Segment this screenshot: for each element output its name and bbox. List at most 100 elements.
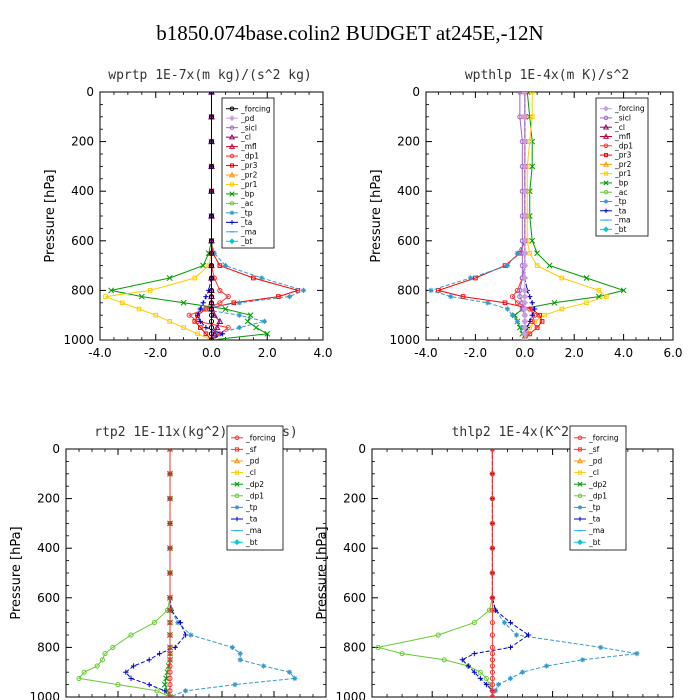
y-tick-label: 600 [37, 591, 60, 605]
data-point-pr1 [181, 325, 186, 330]
legend-marker [234, 539, 240, 546]
legend-marker [229, 163, 235, 168]
legend-marker [233, 457, 241, 464]
y-axis-label: Pressure [hPa] [369, 169, 384, 262]
legend-entry: _pr2 [614, 160, 632, 169]
data-point-ta [197, 306, 203, 312]
data-point-bp [200, 262, 207, 269]
data-point-bp [180, 299, 187, 306]
chart-panel-4: thlp2 1E-4x(K^2)/s-2.0-1.00.01.02.03.002… [315, 425, 674, 700]
data-point-forcing [208, 92, 215, 95]
data-point-cl [216, 317, 224, 324]
data-point-pr1 [534, 263, 540, 268]
data-point-pr3 [217, 263, 223, 268]
data-point-ta [128, 675, 134, 681]
data-point-pr1 [603, 294, 609, 299]
data-point-forcing [167, 644, 173, 650]
data-point-forcing [521, 330, 529, 338]
legend-marker [229, 115, 235, 122]
legend-marker [602, 123, 610, 130]
legend-entry: _forcing [240, 104, 271, 113]
data-point-tp [507, 675, 514, 681]
legend-marker [234, 435, 240, 441]
data-point-forcing [208, 263, 215, 269]
y-tick-label: 600 [343, 591, 366, 605]
data-point-sicl [517, 92, 523, 95]
data-point-dp1 [399, 651, 405, 657]
data-point-dp1 [486, 607, 492, 613]
data-point-pr3 [502, 300, 508, 306]
series-group [428, 92, 627, 340]
data-point-dp1 [225, 325, 231, 331]
y-tick-label: 600 [397, 234, 420, 248]
series-group [375, 449, 640, 697]
data-point-forcing [208, 300, 215, 306]
x-tick-label: 4.0 [614, 346, 633, 360]
legend-entry: _ta [614, 206, 626, 215]
x-tick-label: 4.0 [313, 346, 332, 360]
legend-marker [229, 125, 235, 130]
series-group [103, 92, 307, 340]
data-point-ta [146, 657, 152, 663]
data-point-tp [261, 318, 268, 324]
data-point-ta [203, 325, 209, 331]
data-point-forcing [521, 318, 529, 325]
legend-marker [229, 238, 235, 245]
data-point-dp1 [534, 325, 540, 331]
legend-marker [603, 143, 609, 149]
x-tick-label: -4.0 [414, 346, 437, 360]
data-point-dp1 [514, 300, 520, 306]
data-point-bp [222, 306, 229, 312]
data-point-ta [194, 312, 201, 318]
data-point-bp [264, 330, 271, 337]
data-point-dp1 [154, 688, 160, 694]
data-point-forcing [208, 294, 215, 300]
legend-marker [229, 106, 235, 111]
legend: _forcing_sicl_cl_mfl_dp1_pr3_pr2_pr1_bp_… [595, 97, 649, 237]
panel-title: thlp2 1E-4x(K^2)/s [452, 425, 593, 440]
data-point-tp [286, 294, 293, 300]
data-point-tp [236, 312, 242, 318]
data-point-cl [213, 323, 221, 331]
data-point-forcing [208, 318, 215, 324]
data-point-forcing [208, 306, 215, 312]
data-point-tp [237, 651, 243, 657]
y-tick-label: 400 [343, 541, 366, 555]
legend-entry: _cl [245, 468, 256, 477]
data-point-forcing [167, 632, 173, 638]
data-point-pr1 [195, 331, 200, 337]
data-point-bp [529, 163, 536, 170]
legend-entry: _dp1 [245, 491, 264, 500]
legend-entry: _bp [240, 190, 255, 199]
x-tick-label: 0.0 [202, 346, 221, 360]
data-point-tp [501, 620, 508, 626]
data-point-ta [197, 318, 203, 324]
data-point-tp [259, 275, 265, 281]
data-point-tp [237, 657, 243, 663]
data-point-ta [146, 682, 152, 688]
data-point-forcing [208, 325, 215, 331]
data-point-tp [467, 275, 474, 281]
legend: _forcing _sf _pd _cl _dp2 _dp1 _tp _ta _ma _bt [226, 425, 284, 551]
data-point-forcing [489, 449, 495, 452]
data-point-ta [492, 607, 499, 613]
data-point-forcing [489, 688, 495, 694]
y-tick-label: 1000 [389, 333, 420, 347]
y-tick-label: 800 [71, 283, 94, 297]
data-point-dp1 [128, 632, 134, 638]
data-point-bp [529, 237, 536, 244]
data-point-tp [492, 688, 499, 694]
legend-entry: _tp [240, 208, 253, 217]
figure-title: b1850.074base.colin2 BUDGET at245E,-12N [156, 21, 543, 45]
legend-box [569, 425, 627, 551]
data-point-forcing [521, 187, 529, 195]
legend-entry: _pr1 [240, 180, 258, 189]
data-point-tp [509, 312, 516, 318]
data-point-ta [471, 669, 477, 675]
data-point-pr1 [153, 312, 159, 318]
data-point-pr3 [250, 275, 256, 281]
legend-entry: _dp1 [588, 491, 607, 500]
y-axis-label: Pressure [hPa] [43, 169, 58, 262]
data-point-ta [220, 331, 226, 337]
data-point-dp1 [94, 663, 100, 669]
